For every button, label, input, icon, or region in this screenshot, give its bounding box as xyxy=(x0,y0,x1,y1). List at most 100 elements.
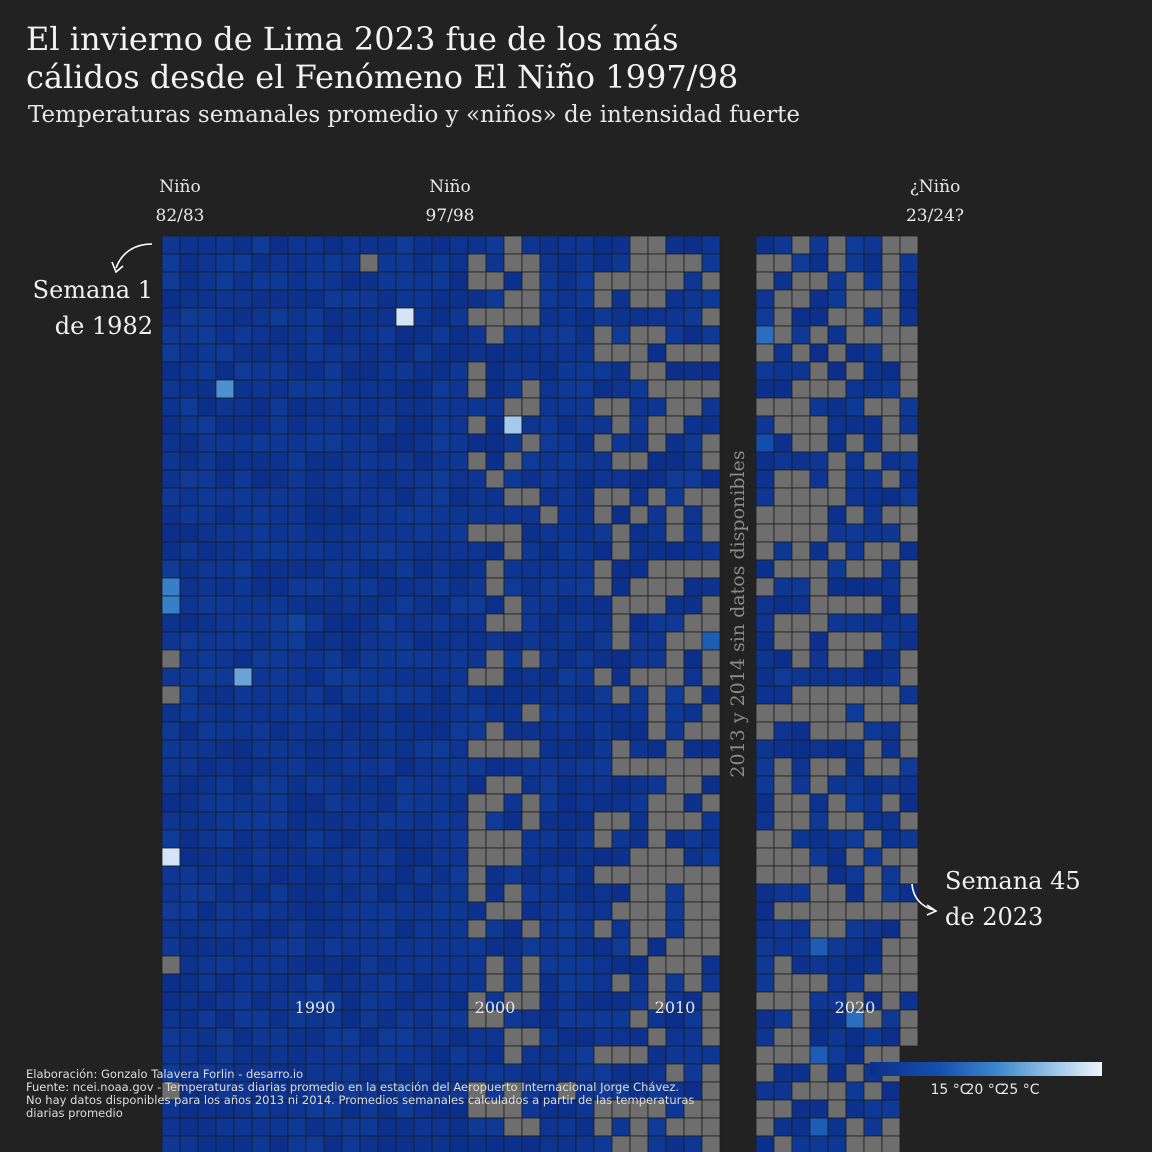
heatmap-cell xyxy=(683,541,703,561)
heatmap-cell xyxy=(503,721,523,741)
heatmap-cell xyxy=(647,235,667,255)
heatmap-cell xyxy=(161,487,181,507)
heatmap-cell xyxy=(701,487,721,507)
heatmap-cell xyxy=(179,865,199,885)
heatmap-cell xyxy=(809,253,829,273)
heatmap-cell xyxy=(431,901,451,921)
heatmap-cell xyxy=(161,865,181,885)
heatmap-cell xyxy=(359,973,379,993)
heatmap-cell xyxy=(611,901,631,921)
heatmap-cell xyxy=(701,235,721,255)
nino-82-83-line2: 82/83 xyxy=(155,206,205,226)
heatmap-cell xyxy=(773,793,793,813)
heatmap-cell xyxy=(647,1117,667,1137)
heatmap-cell xyxy=(683,325,703,345)
start-week-line1: Semana 1 xyxy=(32,276,153,304)
heatmap-cell xyxy=(809,1027,829,1047)
heatmap-cell xyxy=(701,415,721,435)
heatmap-cell xyxy=(611,343,631,363)
heatmap-cell xyxy=(809,307,829,327)
heatmap-cell xyxy=(359,667,379,687)
heatmap-cell xyxy=(521,829,541,849)
heatmap-cell xyxy=(827,235,847,255)
heatmap-cell xyxy=(881,613,901,633)
heatmap-cell xyxy=(773,703,793,723)
heatmap-cell xyxy=(377,523,397,543)
heatmap-cell xyxy=(485,361,505,381)
heatmap-cell xyxy=(629,253,649,273)
heatmap-cell xyxy=(377,667,397,687)
heatmap-cell xyxy=(845,631,865,651)
heatmap-cell xyxy=(791,919,811,939)
heatmap-cell xyxy=(539,235,559,255)
heatmap-cell xyxy=(251,955,271,975)
heatmap-cell xyxy=(179,487,199,507)
heatmap-cell xyxy=(773,1135,793,1152)
heatmap-cell xyxy=(377,937,397,957)
heatmap-cell xyxy=(539,811,559,831)
heatmap-cell xyxy=(305,595,325,615)
heatmap-cell xyxy=(647,649,667,669)
heatmap-cell xyxy=(539,1027,559,1047)
heatmap-cell xyxy=(665,361,685,381)
heatmap-cell xyxy=(575,487,595,507)
heatmap-cell xyxy=(773,541,793,561)
heatmap-cells xyxy=(161,235,919,1152)
heatmap-cell xyxy=(683,1045,703,1065)
heatmap-cell xyxy=(215,1135,235,1152)
heatmap-cell xyxy=(323,721,343,741)
heatmap-cell xyxy=(899,1027,919,1047)
heatmap-cell xyxy=(845,487,865,507)
heatmap-cell xyxy=(863,811,883,831)
heatmap-cell xyxy=(323,523,343,543)
heatmap-cell xyxy=(269,973,289,993)
heatmap-cell xyxy=(827,1117,847,1137)
heatmap-cell xyxy=(647,415,667,435)
heatmap-cell xyxy=(521,1045,541,1065)
heatmap-cell xyxy=(881,325,901,345)
heatmap-cell xyxy=(503,919,523,939)
heatmap-cell xyxy=(593,703,613,723)
heatmap-cell xyxy=(683,343,703,363)
heatmap-cell xyxy=(557,973,577,993)
heatmap-cell xyxy=(611,289,631,309)
heatmap-cell xyxy=(575,559,595,579)
heatmap-cell xyxy=(431,667,451,687)
heatmap-cell xyxy=(431,559,451,579)
heatmap-cell xyxy=(521,451,541,471)
heatmap-cell xyxy=(755,505,775,525)
heatmap-cell xyxy=(449,883,469,903)
heatmap-cell xyxy=(305,415,325,435)
heatmap-cell xyxy=(665,325,685,345)
heatmap-cell xyxy=(179,955,199,975)
heatmap-cell xyxy=(197,955,217,975)
heatmap-cell xyxy=(161,235,181,255)
heatmap-cell xyxy=(521,523,541,543)
heatmap-cell xyxy=(161,325,181,345)
heatmap-cell xyxy=(863,577,883,597)
heatmap-cell xyxy=(611,523,631,543)
heatmap-cell xyxy=(287,721,307,741)
heatmap-cell xyxy=(791,991,811,1011)
heatmap-cell xyxy=(395,253,415,273)
heatmap-cell xyxy=(647,955,667,975)
heatmap-cell xyxy=(647,487,667,507)
nino-23-24-line1: ¿Niño xyxy=(909,177,961,197)
heatmap-cell xyxy=(233,1027,253,1047)
heatmap-cell xyxy=(845,1099,865,1119)
heatmap-cell xyxy=(179,685,199,705)
heatmap-cell xyxy=(377,631,397,651)
heatmap-cell xyxy=(197,397,217,417)
heatmap-cell xyxy=(683,883,703,903)
heatmap-cell xyxy=(647,883,667,903)
heatmap-cell xyxy=(665,901,685,921)
heatmap-cell xyxy=(773,451,793,471)
heatmap-cell xyxy=(809,343,829,363)
heatmap-cell xyxy=(251,289,271,309)
heatmap-cell xyxy=(827,415,847,435)
heatmap-cell xyxy=(755,487,775,507)
heatmap-cell xyxy=(611,415,631,435)
heatmap-cell xyxy=(305,847,325,867)
end-week-line2: de 2023 xyxy=(945,903,1044,931)
heatmap-cell xyxy=(827,1099,847,1119)
